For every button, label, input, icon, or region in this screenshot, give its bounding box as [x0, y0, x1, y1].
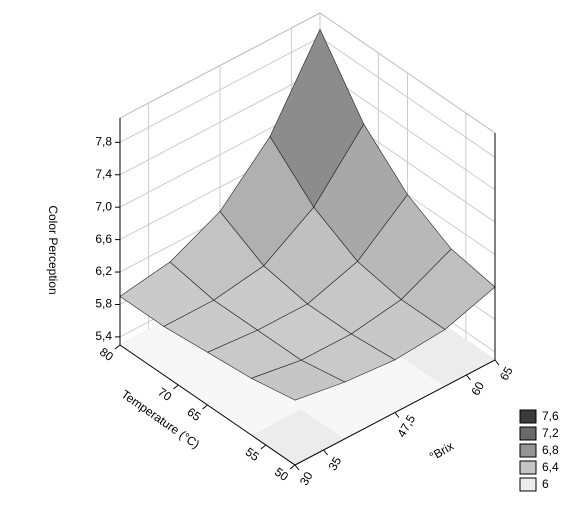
legend-swatch	[519, 409, 537, 424]
x-tick-label: 80	[97, 345, 116, 364]
z-tick-label: 7,0	[95, 199, 112, 213]
surface-patch	[269, 28, 365, 208]
tick-mark	[323, 449, 328, 456]
legend-swatch	[519, 443, 537, 458]
y-tick-label: 65	[497, 364, 516, 383]
x-tick-label: 55	[243, 445, 262, 464]
legend-label: 6,4	[542, 460, 559, 474]
legend-swatch	[519, 460, 537, 475]
z-tick-label: 6,2	[95, 264, 112, 278]
tick-mark	[294, 464, 300, 471]
z-tick-label: 7,4	[95, 167, 112, 181]
tick-mark	[202, 404, 208, 410]
y-axis-label: °Brix	[427, 439, 456, 464]
z-axis-label: Color Perception	[46, 205, 60, 294]
z-tick-label: 7,8	[95, 134, 112, 148]
tick-mark	[114, 344, 121, 350]
legend-label: 7,2	[542, 426, 559, 440]
z-tick-label: 5,8	[95, 297, 112, 311]
legend-label: 6	[542, 477, 549, 491]
y-tick-label: 60	[468, 379, 487, 398]
tick-mark	[394, 412, 400, 418]
tick-mark	[173, 384, 179, 390]
tick-mark	[260, 444, 267, 450]
legend-swatch	[519, 426, 537, 441]
legend-swatch	[519, 477, 537, 492]
x-tick-label: 65	[184, 405, 203, 424]
tick-mark	[289, 464, 296, 470]
x-tick-label: 50	[272, 465, 291, 484]
legend-label: 7,6	[542, 409, 559, 423]
z-tick-label: 5,4	[95, 329, 112, 343]
y-tick-label: 30	[297, 469, 316, 488]
y-tick-label: 35	[325, 454, 344, 473]
tick-mark	[466, 374, 471, 381]
tick-mark	[494, 359, 500, 366]
x-tick-label: 70	[155, 385, 174, 404]
axis-line	[119, 118, 496, 466]
legend-label: 6,8	[542, 443, 559, 457]
z-tick-label: 6,6	[95, 232, 112, 246]
